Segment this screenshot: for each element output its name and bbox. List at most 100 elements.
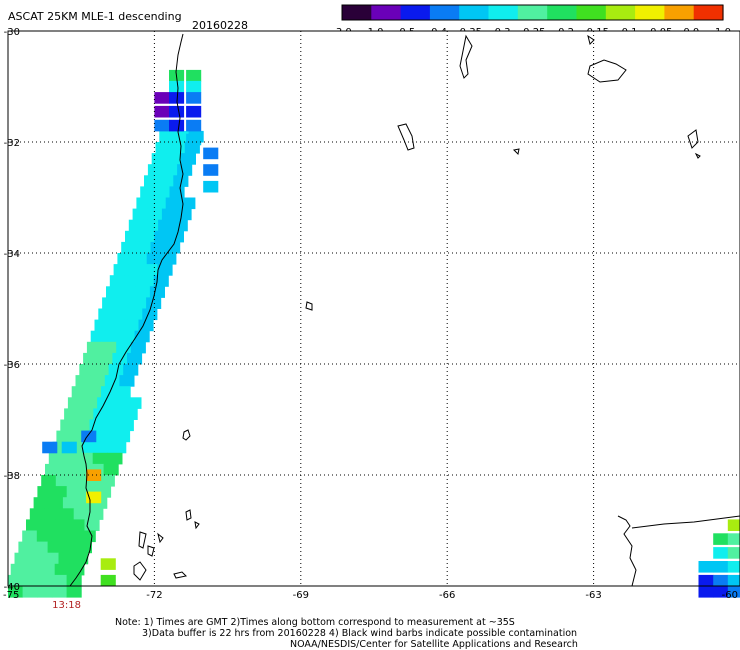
swath-cell xyxy=(59,463,75,476)
swath-cell xyxy=(121,241,137,254)
swath-cell xyxy=(80,530,96,543)
swath-cell xyxy=(69,563,85,576)
swath-cell xyxy=(186,80,202,93)
swath-cell xyxy=(73,552,89,565)
swath-cell xyxy=(75,375,91,387)
swath-cell xyxy=(37,574,53,587)
y-tick-label: -40 xyxy=(4,582,20,593)
swath-cell xyxy=(54,563,70,576)
colorbar-swatch xyxy=(488,5,519,20)
swath-cell xyxy=(186,69,202,82)
swath-cell xyxy=(128,219,144,232)
swath-cell xyxy=(82,397,98,409)
swath-cell xyxy=(186,119,202,132)
x-tick-label: -75 xyxy=(3,590,19,601)
swath-cell xyxy=(108,364,124,376)
swath-cell xyxy=(60,419,76,432)
swath-cell xyxy=(170,142,186,154)
swath-cell xyxy=(161,253,177,265)
swath-cell xyxy=(151,153,167,165)
swath-cell xyxy=(62,541,78,554)
swath-cell xyxy=(14,552,30,565)
inland-lake xyxy=(587,59,627,83)
swath-cell xyxy=(81,430,97,443)
swath-cell xyxy=(100,558,116,570)
inland-lake xyxy=(133,561,147,581)
swath-cell xyxy=(713,547,729,559)
swath-cell xyxy=(203,180,219,193)
swath-cell xyxy=(698,561,714,573)
swath-cell xyxy=(44,508,60,520)
swath-cell xyxy=(176,208,192,221)
swath-cell xyxy=(55,519,71,531)
swath-cell xyxy=(150,241,166,254)
swath-cell xyxy=(131,297,147,309)
swath-cell xyxy=(125,230,141,243)
y-tick-label: -32 xyxy=(4,138,20,149)
swath-cell xyxy=(74,419,90,432)
colorbar-swatch xyxy=(547,5,578,20)
swath-cell xyxy=(29,552,45,565)
swath-cell xyxy=(169,119,185,132)
swath-cell xyxy=(186,133,202,146)
inland-lake xyxy=(512,148,520,156)
swath-cell xyxy=(59,508,75,520)
inland-lake xyxy=(687,129,699,149)
inland-lake xyxy=(138,531,147,549)
scatterometer-swath xyxy=(8,69,740,598)
atlantic-coastline xyxy=(617,515,637,587)
chart-date: 20160228 xyxy=(192,19,248,32)
swath-cell xyxy=(727,547,740,559)
swath-cell xyxy=(203,147,219,160)
swath-cell xyxy=(169,186,185,198)
colorbar-swatch xyxy=(342,5,372,20)
swath-cell xyxy=(86,491,102,504)
inland-lake xyxy=(397,123,415,151)
coastlines xyxy=(69,33,740,587)
swath-cell xyxy=(97,352,113,365)
swath-cell xyxy=(146,297,162,309)
colorbar-swatch xyxy=(400,5,431,20)
swath-cell xyxy=(108,408,124,420)
swath-cell xyxy=(127,308,143,321)
swath-cell xyxy=(113,264,129,276)
swath-cell xyxy=(10,563,26,576)
colorbar-border xyxy=(341,4,724,21)
swath-cell xyxy=(172,219,188,232)
swath-cell xyxy=(113,308,129,321)
colorbar-swatch xyxy=(635,5,665,20)
swath-cell xyxy=(154,92,170,104)
swath-cell xyxy=(8,586,24,598)
swath-cell xyxy=(116,297,132,309)
swath-cell xyxy=(103,463,119,476)
swath-cell xyxy=(138,319,154,332)
swath-cell xyxy=(727,533,740,545)
inland-lake xyxy=(182,429,191,441)
chart-title: ASCAT 25KM MLE-1 descending xyxy=(8,10,182,23)
swath-cell xyxy=(146,253,162,265)
swath-cell xyxy=(127,352,143,365)
swath-cell xyxy=(78,408,94,420)
swath-cell xyxy=(147,208,163,221)
swath-cell xyxy=(36,530,52,543)
swath-cell xyxy=(180,153,196,165)
swath-cell xyxy=(107,452,123,465)
inland-lake xyxy=(185,509,192,521)
swath-cell xyxy=(727,561,740,573)
swath-cell xyxy=(139,230,155,243)
swath-cell xyxy=(73,508,89,520)
plot-border xyxy=(7,30,740,587)
y-axis: -30 -32 -34 -36 -38 -40 xyxy=(4,27,20,593)
swath-cell xyxy=(116,341,132,354)
swath-cell xyxy=(76,541,92,554)
swath-cell xyxy=(106,286,122,298)
swath-cell xyxy=(86,341,102,354)
swath-cell xyxy=(66,530,82,543)
swath-cell xyxy=(51,586,67,598)
swath-cell xyxy=(33,541,49,554)
swath-cell xyxy=(128,264,144,276)
chile-coastline xyxy=(69,33,184,587)
note-line-3: NOAA/NESDIS/Center for Satellite Applica… xyxy=(290,639,578,650)
swath-cell xyxy=(154,230,170,243)
swath-cell xyxy=(118,419,134,432)
